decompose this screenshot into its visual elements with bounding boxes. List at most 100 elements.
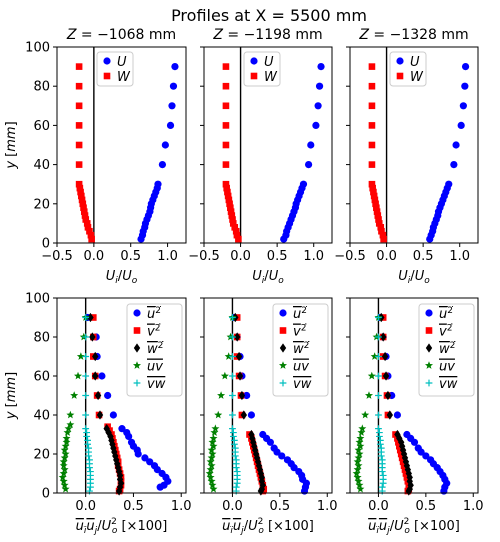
data-point-ww (94, 390, 102, 401)
legend-text-sup: 2 (450, 341, 456, 351)
data-point-uv (206, 457, 215, 466)
title-value: = −1328 mm (369, 27, 469, 43)
data-point-U (314, 102, 322, 110)
legend-text: uv (147, 360, 163, 375)
legend-label-uu: u2 (147, 306, 161, 322)
data-point-ww (240, 410, 248, 420)
data-point-vw (375, 333, 382, 341)
xlabel-part: j (239, 526, 244, 536)
data-point-W (222, 63, 230, 70)
axes-frame (203, 46, 333, 244)
legend-label-vv: v2 (293, 324, 306, 340)
y-tick-label: 60 (33, 119, 50, 134)
data-point-W (75, 63, 83, 70)
legend-marker-uu (279, 309, 287, 317)
y-tick-label: 100 (25, 292, 50, 307)
data-point-W (227, 208, 235, 215)
data-point-W (374, 212, 382, 219)
data-point-uv (207, 477, 216, 485)
legend-marker-ww (133, 343, 141, 353)
xlabel-part: o (258, 526, 264, 536)
xlabel-part: o (112, 526, 118, 536)
data-point-uv (356, 484, 365, 493)
data-point-uv (205, 469, 214, 477)
data-point-uu (134, 450, 142, 458)
data-point-vw (229, 433, 237, 440)
ylabel-part: ] (4, 121, 19, 126)
data-point-uv (354, 453, 363, 462)
legend-text: W (264, 70, 278, 85)
legend-label-vw: vw (147, 377, 166, 392)
data-point-ww (405, 486, 412, 496)
data-point-U (168, 102, 176, 110)
axes-frame (56, 297, 187, 494)
legend-marker-ww (425, 343, 433, 353)
data-point-W (373, 208, 381, 215)
legend-label-ww: w2 (147, 341, 163, 357)
data-point-uu (393, 411, 402, 419)
data-point-ww (115, 466, 123, 477)
data-point-U (450, 161, 458, 169)
data-point-uv (64, 424, 73, 432)
data-point-U (304, 161, 313, 169)
xlabel-part: o (132, 276, 138, 286)
legend-text: v (439, 325, 447, 340)
data-point-ww (115, 486, 123, 496)
data-point-uu (290, 464, 298, 472)
legend-label-uv: uv (439, 360, 455, 375)
x-tick-label: 1.0 (157, 249, 178, 264)
xlabel-part: / (264, 269, 269, 284)
x-tick-label: 1.0 (303, 249, 324, 264)
xlabel-part: i (408, 276, 411, 286)
series-ww (232, 312, 266, 496)
data-point-uu (125, 432, 133, 441)
data-point-uv (357, 428, 366, 436)
xlabel-part: i (84, 526, 87, 536)
legend-frame (126, 303, 183, 397)
x-tick-label: 1.0 (317, 499, 338, 514)
data-point-W (87, 231, 95, 239)
y-tick-label: 80 (33, 80, 50, 95)
data-point-U (312, 121, 320, 129)
data-point-uu (146, 458, 154, 466)
data-point-W (375, 220, 383, 227)
legend-marker-U (103, 57, 111, 65)
data-point-uv (58, 473, 67, 481)
xlabel-part: 2 (111, 517, 117, 527)
data-point-U (171, 63, 179, 71)
data-point-uv (361, 410, 370, 419)
data-point-ww (381, 351, 389, 362)
data-point-uv (66, 410, 75, 419)
xlabel-part: / (410, 269, 415, 284)
series-U (280, 63, 325, 243)
data-point-W (75, 141, 83, 149)
legend-text: v (293, 325, 301, 340)
data-point-W (77, 188, 84, 196)
data-point-uv (208, 438, 217, 446)
legend-text: uv (293, 360, 309, 375)
data-point-ww (256, 465, 264, 475)
data-point-vw (229, 333, 236, 341)
y-tick-label: 20 (33, 197, 50, 212)
data-point-ww (111, 447, 118, 457)
data-point-uv (217, 391, 226, 399)
data-point-uu (422, 452, 430, 460)
x-axis-label: Ui/Uo (398, 269, 430, 286)
legend-text-sup: 2 (158, 341, 164, 351)
data-point-uv (59, 477, 68, 485)
panel-title: Z = −1328 mm (358, 27, 468, 43)
data-point-uv (59, 469, 68, 477)
ylabel-part: [ (4, 152, 19, 161)
data-point-U (315, 82, 324, 90)
data-point-uv (352, 469, 361, 477)
x-tick-label: 0.5 (123, 499, 144, 514)
data-point-uv (66, 420, 75, 429)
xlabel-part: u (379, 519, 387, 534)
data-point-uv (60, 445, 69, 454)
legend-text: v (147, 325, 155, 340)
legend-text-sup: 2 (304, 341, 310, 351)
data-point-uv (224, 352, 233, 360)
legend: UW (389, 51, 427, 87)
data-point-W (379, 231, 387, 239)
legend-label-U: U (264, 55, 274, 70)
